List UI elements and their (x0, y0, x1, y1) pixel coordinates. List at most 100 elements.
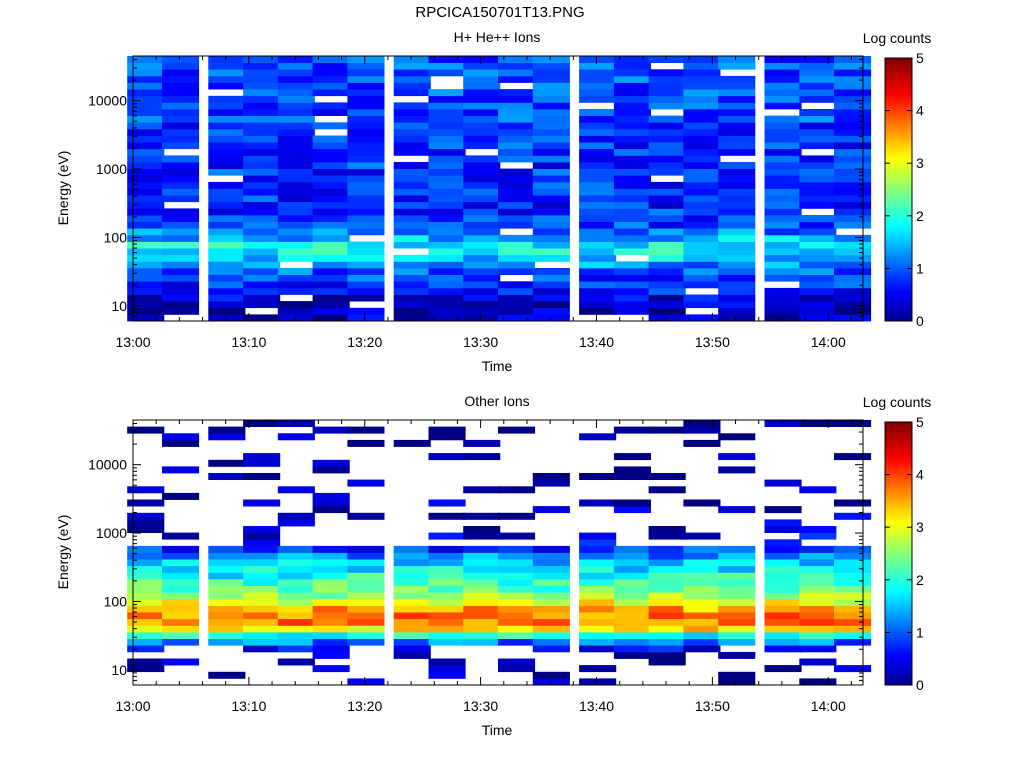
heatmap-cell (799, 261, 837, 269)
heatmap-cell (579, 499, 617, 507)
heatmap-cell (428, 109, 466, 116)
heatmap-cell (393, 228, 431, 236)
heatmap-cell (613, 128, 651, 136)
heatmap-cell (718, 102, 756, 110)
heatmap-cell (799, 572, 837, 580)
heatmap-cell (799, 565, 837, 573)
heatmap-cell (347, 148, 385, 156)
heatmap-cell (312, 234, 350, 242)
heatmap-cell (463, 559, 501, 567)
heatmap-cell (208, 254, 246, 262)
heatmap-cell (718, 195, 756, 203)
heatmap-cell (162, 95, 200, 103)
heatmap-cell (347, 162, 385, 169)
heatmap-cell (127, 221, 165, 229)
heatmap-cell (208, 294, 246, 302)
heatmap-cell (243, 241, 281, 249)
heatmap-cell (393, 579, 431, 586)
heatmap-cell (463, 215, 501, 222)
heatmap-cell (243, 585, 281, 593)
heatmap-cell (718, 274, 756, 282)
heatmap-cell (498, 234, 536, 242)
heatmap-cell (613, 559, 651, 567)
heatmap-cell (648, 195, 686, 203)
heatmap-cell (532, 592, 570, 600)
heatmap-cell (718, 651, 756, 659)
heatmap-cell (532, 95, 570, 103)
heatmap-cell (347, 294, 385, 302)
heatmap-cell (347, 241, 385, 249)
x-tick-label: 14:00 (811, 334, 846, 350)
heatmap-cell (498, 605, 536, 613)
heatmap-cell (579, 155, 617, 163)
heatmap-cell (127, 215, 165, 222)
heatmap-cell (718, 56, 756, 63)
heatmap-cell (532, 155, 570, 163)
heatmap-cell (277, 234, 315, 242)
heatmap-cell (683, 208, 721, 216)
heatmap-cell (127, 579, 165, 586)
heatmap-cell (764, 592, 802, 600)
heatmap-cell (718, 671, 756, 679)
heatmap-cell (127, 426, 165, 434)
heatmap-cell (532, 128, 570, 136)
heatmap-cell (834, 115, 872, 123)
heatmap-cell (208, 433, 246, 441)
heatmap-cell (718, 142, 756, 150)
heatmap-cell (312, 89, 350, 97)
heatmap-cell (579, 75, 617, 83)
heatmap-cell (613, 162, 651, 169)
heatmap-cell (243, 122, 281, 130)
heatmap-cell (428, 201, 466, 209)
heatmap-cell (347, 592, 385, 600)
heatmap-cell (613, 579, 651, 586)
heatmap-cell (127, 188, 165, 196)
heatmap-cell (799, 287, 837, 295)
heatmap-cell (208, 148, 246, 156)
heatmap-cell (312, 645, 350, 653)
heatmap-cell (579, 287, 617, 295)
heatmap-cell (463, 261, 501, 269)
heatmap-cell (764, 75, 802, 83)
heatmap-cell (834, 274, 872, 282)
heatmap-cell (312, 651, 350, 659)
heatmap-cell (579, 82, 617, 90)
heatmap-cell (613, 592, 651, 600)
heatmap-cell (579, 208, 617, 216)
heatmap-cell (312, 585, 350, 593)
heatmap-cell (834, 453, 872, 461)
heatmap-cell (393, 215, 431, 222)
heatmap-cell (613, 95, 651, 103)
heatmap-cell (764, 579, 802, 586)
heatmap-cell (648, 294, 686, 302)
heatmap-cell (243, 598, 281, 606)
heatmap-cell (613, 215, 651, 222)
heatmap-cell (683, 268, 721, 275)
heatmap-cell (312, 56, 350, 63)
heatmap-cell (613, 175, 651, 183)
y-tick-label: 1000 (96, 161, 127, 177)
heatmap-cell (532, 208, 570, 216)
heatmap-cell (579, 592, 617, 600)
heatmap-cell (498, 281, 536, 289)
heatmap-cell (498, 135, 536, 143)
heatmap-cell (208, 241, 246, 249)
y-axis-label: Energy (eV) (55, 151, 71, 226)
heatmap-cell (393, 439, 431, 447)
heatmap-cell (613, 274, 651, 282)
heatmap-cell (277, 168, 315, 176)
heatmap-cell (243, 228, 281, 236)
heatmap-cell (532, 201, 570, 209)
heatmap-cell (648, 128, 686, 136)
heatmap-cell (463, 618, 501, 626)
heatmap-cell (718, 559, 756, 567)
heatmap-cell (127, 82, 165, 90)
heatmap-cell (799, 168, 837, 176)
heatmap-cell (683, 241, 721, 249)
heatmap-cell (834, 618, 872, 626)
heatmap-cell (428, 605, 466, 613)
heatmap-cell (277, 69, 315, 77)
heatmap-cell (613, 115, 651, 123)
heatmap-cell (579, 95, 617, 103)
heatmap-cell (208, 215, 246, 222)
